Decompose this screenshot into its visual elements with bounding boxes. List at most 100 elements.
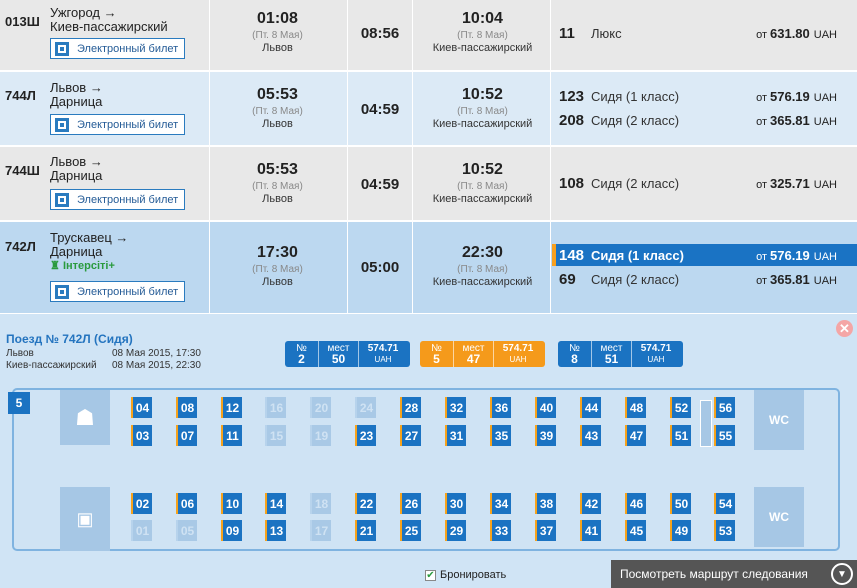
book-checkbox[interactable]: ✔ Бронировать <box>425 569 506 581</box>
seat-18: 18 <box>310 493 331 514</box>
seat-08[interactable]: 08 <box>176 397 197 418</box>
eticket-label: Электронный билет <box>77 285 179 298</box>
departure: 01:08 (Пт. 8 Мая) Львов <box>220 10 335 54</box>
train-route: Львов → Дарница <box>50 81 103 109</box>
seat-27[interactable]: 27 <box>400 425 421 446</box>
seat-11[interactable]: 11 <box>221 425 242 446</box>
seat-39[interactable]: 39 <box>535 425 556 446</box>
wagon-tab[interactable]: № 5 мест 47 574.71 UAH <box>420 341 545 367</box>
seat-30[interactable]: 30 <box>445 493 466 514</box>
seat-40[interactable]: 40 <box>535 397 556 418</box>
seat-02[interactable]: 02 <box>131 493 152 514</box>
seat-47[interactable]: 47 <box>625 425 646 446</box>
seat-28[interactable]: 28 <box>400 397 421 418</box>
seat-class[interactable]: 69 Сидя (2 класс) от 365.81 UAH <box>552 268 857 290</box>
arr-date: (Пт. 8 Мая) <box>457 106 508 117</box>
seat-43[interactable]: 43 <box>580 425 601 446</box>
route-from: Ужгород → <box>50 5 117 20</box>
seat-41[interactable]: 41 <box>580 520 601 541</box>
seat-24: 24 <box>355 397 376 418</box>
seat-class[interactable]: 123 Сидя (1 класс) от 576.19 UAH <box>552 85 857 107</box>
train-row[interactable]: 013Ш Ужгород → Киев-пассажирский Электро… <box>0 0 857 71</box>
seat-23[interactable]: 23 <box>355 425 376 446</box>
eticket-button[interactable]: Электронный билет <box>50 281 185 302</box>
seat-price: от 365.81 UAH <box>756 272 837 287</box>
route-button[interactable]: Посмотреть маршрут следования ▼ <box>611 560 857 588</box>
train-row[interactable]: 742Л Трускавец → Дарница ♜ Інтерсіті+ Эл… <box>0 222 857 314</box>
eticket-label: Электронный билет <box>77 118 179 131</box>
seat-45[interactable]: 45 <box>625 520 646 541</box>
train-number[interactable]: 013Ш <box>5 14 40 29</box>
seat-29[interactable]: 29 <box>445 520 466 541</box>
eticket-button[interactable]: Электронный билет <box>50 114 185 135</box>
wagon-tab[interactable]: № 2 мест 50 574.71 UAH <box>285 341 410 367</box>
seat-10[interactable]: 10 <box>221 493 242 514</box>
train-row[interactable]: 744Ш Львов → Дарница Электронный билет 0… <box>0 147 857 221</box>
seat-56[interactable]: 56 <box>714 397 735 418</box>
car-number: 5 <box>8 392 30 414</box>
wagon-price: 574.71 UAH <box>367 343 399 364</box>
train-row[interactable]: 744Л Львов → Дарница Электронный билет 0… <box>0 72 857 146</box>
seat-12[interactable]: 12 <box>221 397 242 418</box>
seat-class[interactable]: 11 Люкс от 631.80 UAH <box>552 22 857 44</box>
seat-type: Сидя (1 класс) <box>591 247 684 263</box>
eticket-label: Электронный билет <box>77 42 179 55</box>
seat-04[interactable]: 04 <box>131 397 152 418</box>
close-icon[interactable]: ✕ <box>836 320 853 337</box>
table-divider <box>700 400 712 447</box>
train-icon: ♜ <box>50 260 60 272</box>
seat-32[interactable]: 32 <box>445 397 466 418</box>
wagon-price: 574.71 UAH <box>640 343 672 364</box>
seat-14[interactable]: 14 <box>265 493 286 514</box>
arr-time: 10:52 <box>462 161 503 178</box>
seat-26[interactable]: 26 <box>400 493 421 514</box>
price-prefix: от <box>756 274 767 287</box>
from-station: Львов <box>6 348 34 359</box>
seat-13[interactable]: 13 <box>265 520 286 541</box>
seat-03[interactable]: 03 <box>131 425 152 446</box>
seat-class[interactable]: 108 Сидя (2 класс) от 325.71 UAH <box>552 172 857 194</box>
seat-22[interactable]: 22 <box>355 493 376 514</box>
seat-07[interactable]: 07 <box>176 425 197 446</box>
seat-class-selected[interactable]: 148 Сидя (1 класс) от 576.19 UAH <box>552 244 857 266</box>
train-number[interactable]: 742Л <box>5 239 36 254</box>
seat-55[interactable]: 55 <box>714 425 735 446</box>
seat-09[interactable]: 09 <box>221 520 242 541</box>
eticket-button[interactable]: Электронный билет <box>50 189 185 210</box>
seat-35[interactable]: 35 <box>490 425 511 446</box>
badge-label: Інтерсіті+ <box>62 260 115 272</box>
seat-class[interactable]: 208 Сидя (2 класс) от 365.81 UAH <box>552 109 857 131</box>
eticket-button[interactable]: Электронный билет <box>50 38 185 59</box>
price-prefix: от <box>756 115 767 128</box>
seat-50[interactable]: 50 <box>670 493 691 514</box>
luggage-icon: ▣ <box>60 487 110 551</box>
wagon-no: № 8 <box>558 341 592 367</box>
seat-38[interactable]: 38 <box>535 493 556 514</box>
seat-52[interactable]: 52 <box>670 397 691 418</box>
seat-21[interactable]: 21 <box>355 520 376 541</box>
seat-53[interactable]: 53 <box>714 520 735 541</box>
seat-54[interactable]: 54 <box>714 493 735 514</box>
seat-06[interactable]: 06 <box>176 493 197 514</box>
seat-37[interactable]: 37 <box>535 520 556 541</box>
seat-42[interactable]: 42 <box>580 493 601 514</box>
seat-44[interactable]: 44 <box>580 397 601 418</box>
seat-31[interactable]: 31 <box>445 425 466 446</box>
chevron-down-icon: ▼ <box>831 563 853 585</box>
seat-48[interactable]: 48 <box>625 397 646 418</box>
seat-33[interactable]: 33 <box>490 520 511 541</box>
wc-icon: WC <box>754 390 804 450</box>
seat-36[interactable]: 36 <box>490 397 511 418</box>
wagon-seats: мест 51 <box>592 341 632 367</box>
train-number[interactable]: 744Л <box>5 88 36 103</box>
seat-49[interactable]: 49 <box>670 520 691 541</box>
seat-25[interactable]: 25 <box>400 520 421 541</box>
seat-count: 69 <box>559 270 576 288</box>
seat-51[interactable]: 51 <box>670 425 691 446</box>
train-number[interactable]: 744Ш <box>5 163 40 178</box>
seat-46[interactable]: 46 <box>625 493 646 514</box>
wagon-tab[interactable]: № 8 мест 51 574.71 UAH <box>558 341 683 367</box>
departure: 17:30 (Пт. 8 Мая) Львов <box>220 244 335 288</box>
checkbox-icon[interactable]: ✔ <box>425 569 436 581</box>
seat-34[interactable]: 34 <box>490 493 511 514</box>
